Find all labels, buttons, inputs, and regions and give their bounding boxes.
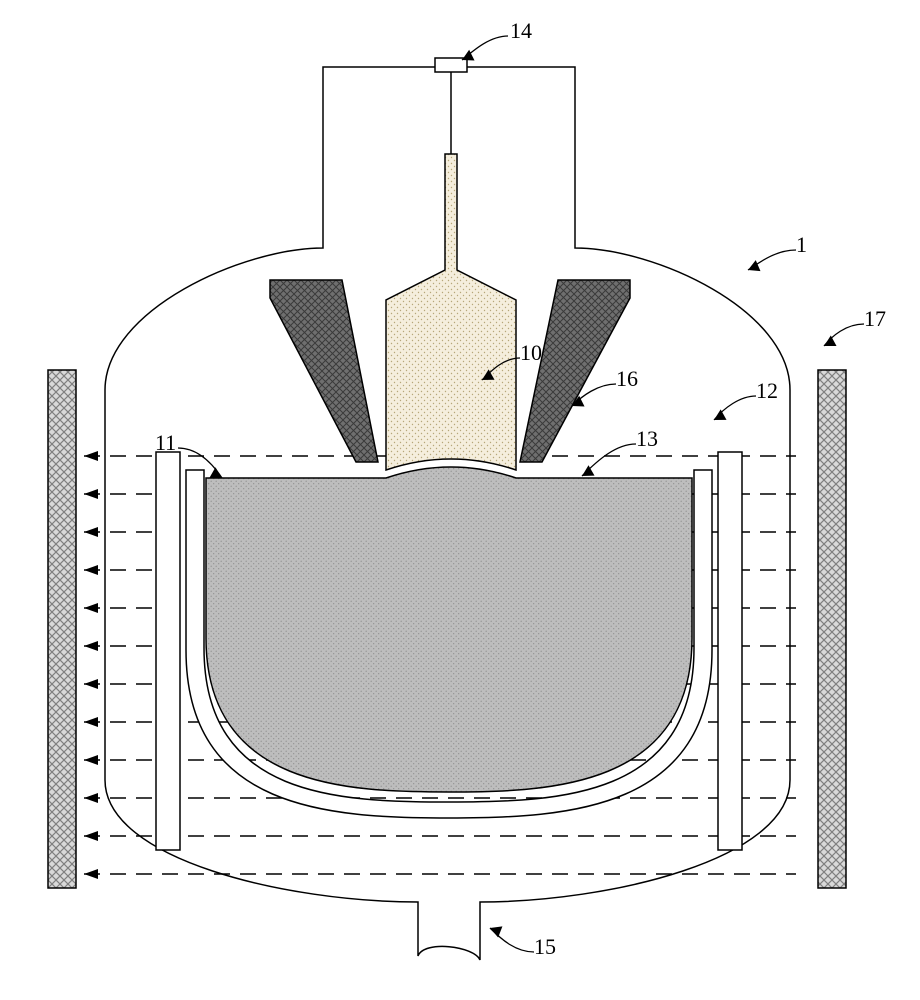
callout-label: 17: [864, 306, 886, 332]
callout-label: 12: [756, 378, 778, 404]
callout-label: 16: [616, 366, 638, 392]
field-arrowhead: [84, 565, 98, 575]
callout-label: 11: [155, 430, 176, 456]
callout-arrowhead: [748, 260, 760, 271]
outer-heater: [818, 370, 846, 888]
field-arrowhead: [84, 489, 98, 499]
melt: [206, 467, 692, 792]
callout-label: 10: [520, 340, 542, 366]
field-arrowhead: [84, 717, 98, 727]
callout-label: 13: [636, 426, 658, 452]
field-arrowhead: [84, 679, 98, 689]
field-arrowhead: [84, 831, 98, 841]
callout-arrowhead: [490, 926, 502, 937]
diagram-root: 14 1 17 10 16 12 13 11 15: [0, 0, 920, 1000]
callout-arrowhead: [824, 335, 837, 346]
field-arrowhead: [84, 527, 98, 537]
callout-label: 14: [510, 18, 532, 44]
outer-heater: [48, 370, 76, 888]
diagram-svg: [0, 0, 920, 1000]
inner-heater: [156, 452, 180, 850]
field-arrowhead: [84, 793, 98, 803]
field-arrowhead: [84, 755, 98, 765]
field-arrowhead: [84, 451, 98, 461]
field-arrowhead: [84, 869, 98, 879]
inner-heater: [718, 452, 742, 850]
field-arrowhead: [84, 603, 98, 613]
field-arrowhead: [84, 641, 98, 651]
callout-label: 1: [796, 232, 807, 258]
callout-label: 15: [534, 934, 556, 960]
